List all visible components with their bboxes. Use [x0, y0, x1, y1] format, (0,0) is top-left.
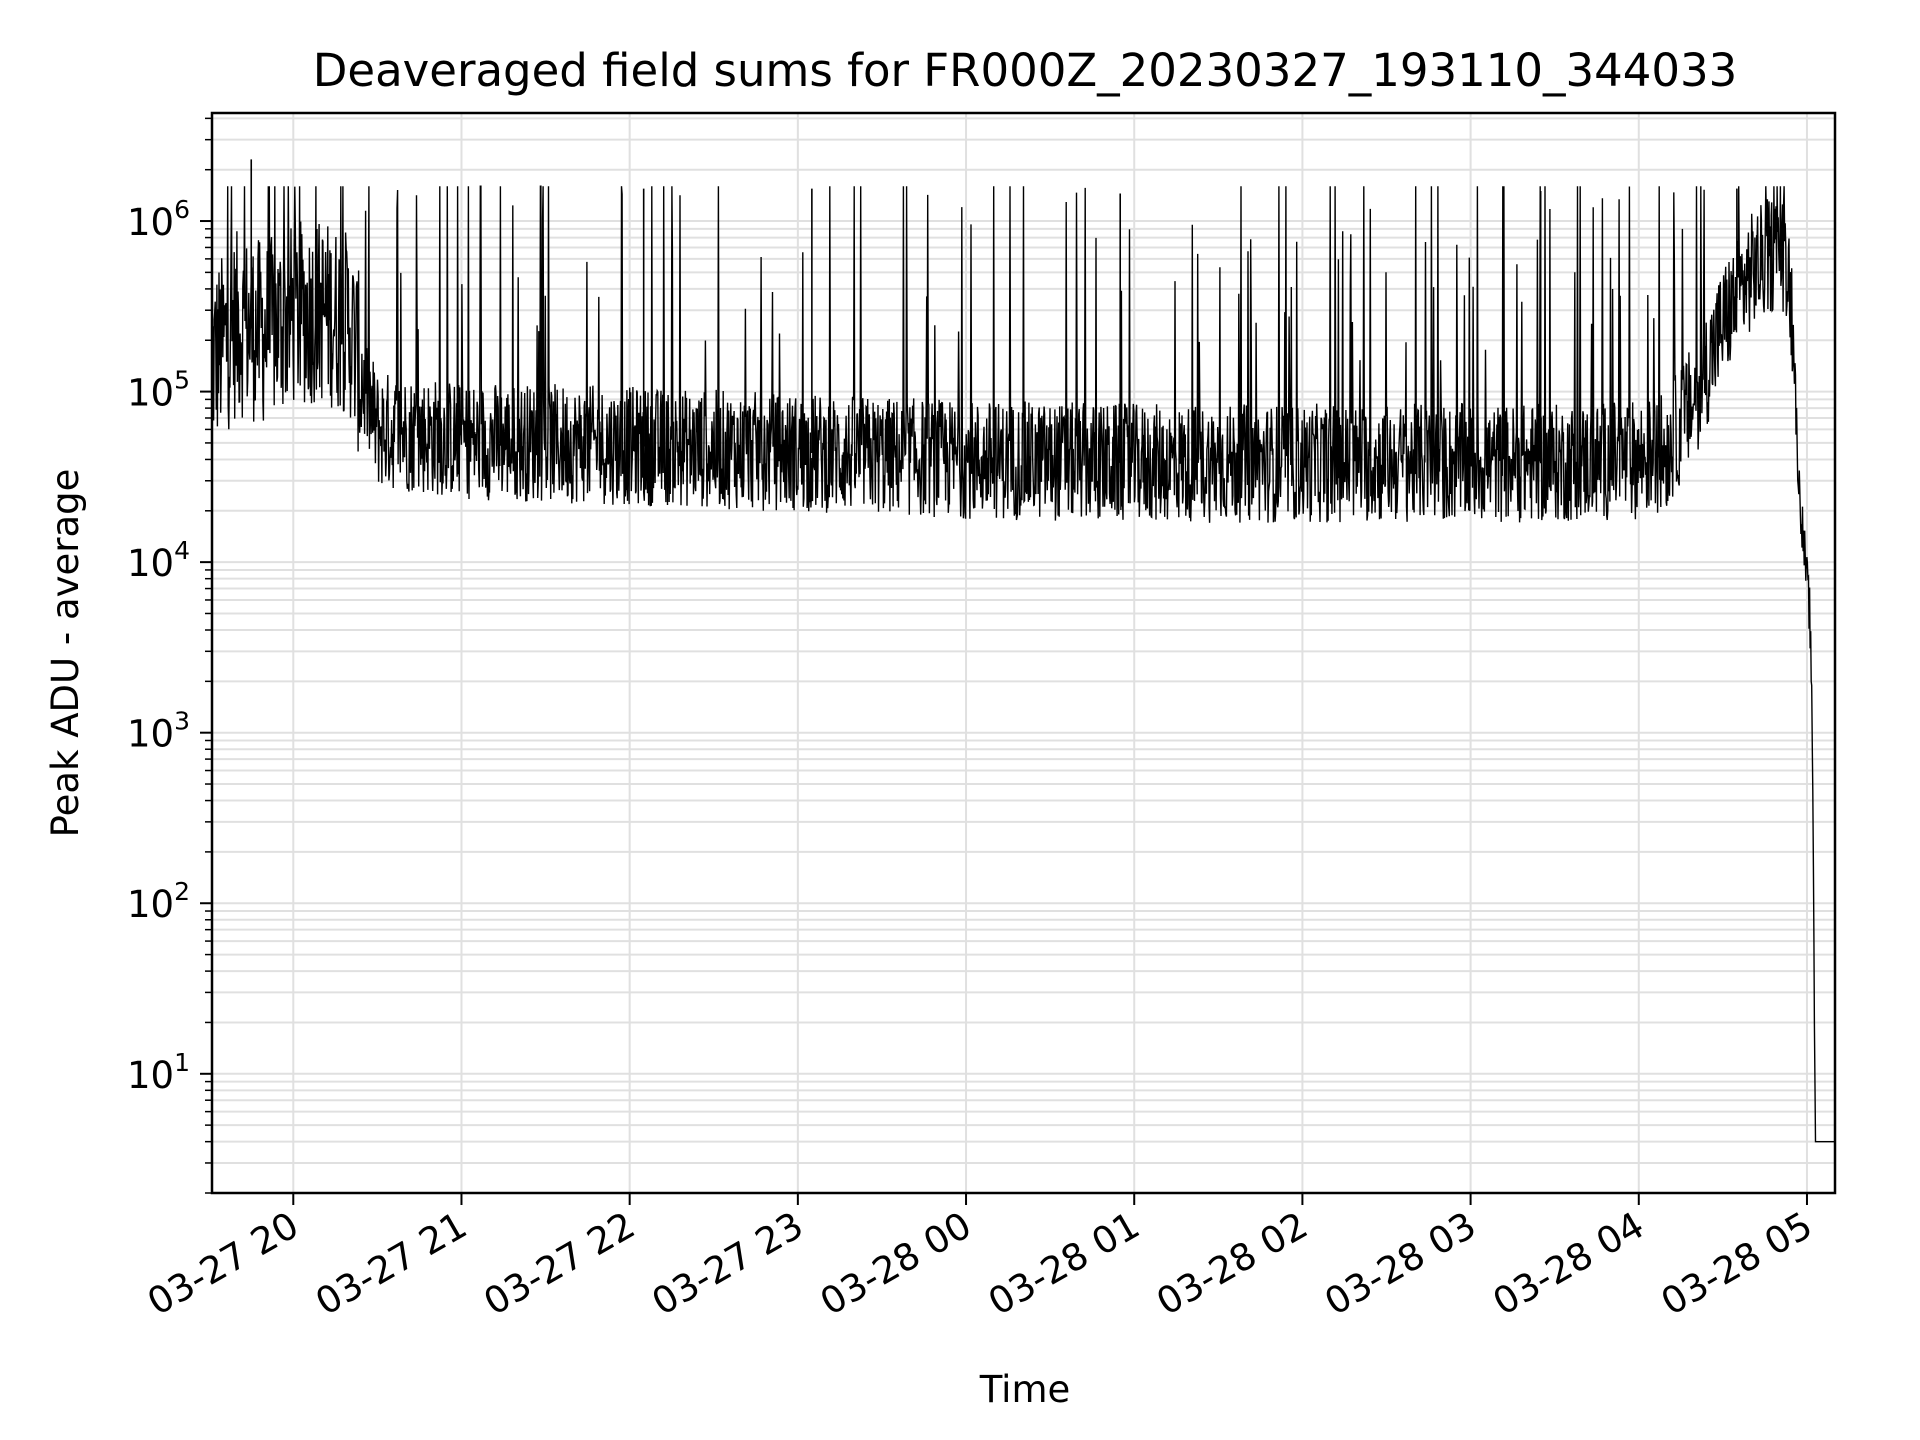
y-axis-label: Peak ADU - average — [44, 469, 87, 838]
x-axis-label: Time — [979, 1368, 1071, 1411]
chart-title: Deaveraged field sums for FR000Z_2023032… — [313, 44, 1738, 97]
series-line-group — [211, 159, 1835, 1143]
series-line — [211, 185, 1835, 1143]
y-tick-label: 103 — [127, 707, 190, 756]
y-tick-label: 101 — [127, 1048, 190, 1097]
y-tick-label: 102 — [127, 877, 190, 926]
y-axis: 101 102 103 104 105 106 — [127, 117, 212, 1194]
plot-frame — [210, 111, 1837, 1195]
y-tick-label: 105 — [127, 366, 190, 415]
y-tick-label: 106 — [127, 195, 190, 244]
y-tick-label: 104 — [127, 536, 190, 585]
